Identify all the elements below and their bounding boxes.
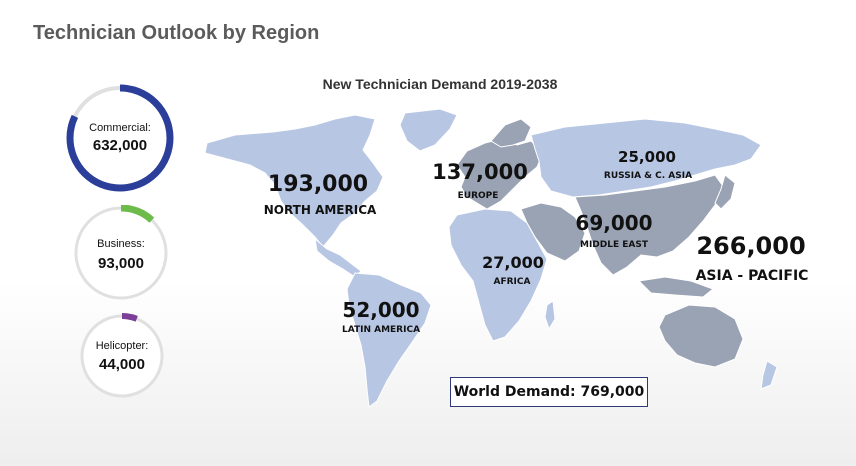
north-america-shape (204, 114, 384, 248)
scandinavia-shape (490, 118, 532, 148)
russia-name: RUSSIA & C. ASIA (603, 171, 693, 181)
helicopter-value: 44,000 (99, 356, 145, 373)
europe-name: EUROPE (457, 191, 499, 201)
asia-pacific-name: ASIA - PACIFIC (695, 268, 809, 284)
business-ring-track (74, 206, 168, 300)
helicopter-ring-graphic (79, 313, 165, 399)
world-demand-total: World Demand: 769,000 (450, 377, 648, 407)
europe-value: 137,000 (432, 160, 528, 184)
japan-shape (714, 174, 736, 210)
world-map (204, 108, 778, 408)
africa-shape (448, 208, 548, 342)
middle-east-name: MIDDLE EAST (580, 240, 648, 250)
north-america-value: 193,000 (267, 172, 369, 197)
business-ring: Business: 93,000 (73, 205, 169, 301)
business-value: 93,000 (98, 255, 144, 272)
asia-shape (574, 174, 726, 276)
central-america-shape (314, 237, 362, 278)
helicopter-ring: Helicopter: 44,000 (79, 313, 165, 399)
indonesia-shape (637, 276, 715, 298)
new-zealand-shape (760, 360, 778, 390)
middle-east-value: 69,000 (575, 211, 653, 235)
business-ring-graphic (73, 205, 169, 301)
latin-america-value: 52,000 (342, 298, 420, 322)
africa-name: AFRICA (493, 277, 531, 287)
commercial-label: Commercial: (89, 122, 151, 134)
madagascar-shape (544, 300, 556, 331)
helicopter-label: Helicopter: (95, 340, 149, 352)
north-america-name: NORTH AMERICA (263, 203, 377, 217)
page-title: Technician Outlook by Region (33, 22, 320, 44)
south-america-shape (346, 272, 432, 408)
business-label: Business: (97, 238, 145, 250)
commercial-ring-graphic (66, 84, 174, 192)
russia-value: 25,000 (618, 148, 676, 166)
commercial-ring: Commercial: 632,000 (66, 84, 174, 192)
russia-shape (530, 118, 762, 198)
map-title: New Technician Demand 2019-2038 (322, 76, 558, 92)
commercial-ring-arc (66, 84, 174, 192)
greenland-shape (399, 108, 458, 152)
africa-value: 27,000 (482, 253, 544, 272)
helicopter-ring-arc (79, 313, 165, 399)
latin-america-name: LATIN AMERICA (341, 325, 421, 335)
asia-pacific-value: 266,000 (696, 232, 806, 260)
australia-shape (658, 304, 744, 368)
business-ring-arc (73, 205, 169, 301)
commercial-value: 632,000 (92, 137, 148, 154)
